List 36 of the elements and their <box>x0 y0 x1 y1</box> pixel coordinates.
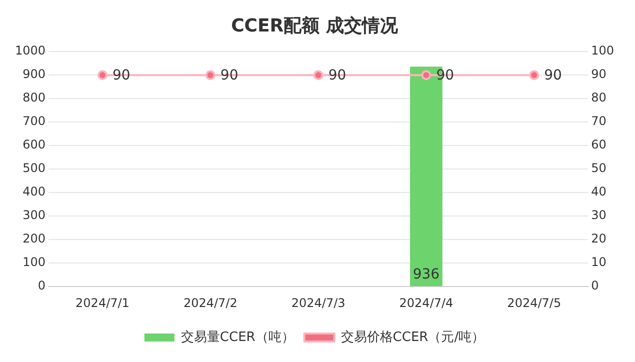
y2-tick-label: 60 <box>591 138 606 152</box>
y-tick-label: 300 <box>22 208 46 222</box>
chart-title: CCER配额 成交情况 <box>231 15 399 36</box>
legend-label: 交易量CCER（吨） <box>180 328 294 345</box>
y-tick-label: 0 <box>38 278 46 293</box>
data-label: 90 <box>436 68 454 84</box>
data-label: 90 <box>544 68 562 84</box>
y-tick-label: 400 <box>22 184 46 199</box>
y-tick-label: 800 <box>22 90 46 105</box>
y-tick-label: 900 <box>22 67 46 82</box>
y2-tick-label: 10 <box>591 255 606 270</box>
y-tick-label: 1000 <box>14 44 46 58</box>
data-label: 90 <box>220 68 238 84</box>
y2-tick-label: 70 <box>591 114 606 128</box>
x-tick-label: 2024/7/2 <box>183 296 238 310</box>
y2-tick-label: 80 <box>591 90 606 105</box>
x-tick-label: 2024/7/1 <box>76 296 130 310</box>
y2-tick-label: 30 <box>591 208 606 222</box>
x-tick-label: 2024/7/5 <box>507 296 562 310</box>
y-tick-label: 600 <box>22 138 46 152</box>
y2-tick-label: 90 <box>591 67 606 82</box>
x-tick-label: 2024/7/3 <box>291 296 346 310</box>
y2-tick-label: 50 <box>591 161 606 176</box>
y2-tick-label: 40 <box>591 184 606 199</box>
x-tick-label: 2024/7/4 <box>399 296 454 310</box>
y2-tick-label: 0 <box>591 278 599 293</box>
y2-tick-label: 20 <box>591 232 606 246</box>
y2-tick-label: 100 <box>591 44 614 58</box>
data-label: 90 <box>112 68 130 84</box>
data-label: 936 <box>412 266 440 283</box>
data-label: 90 <box>328 68 346 84</box>
legend-label: 交易价格CCER（元/吨） <box>340 328 485 345</box>
y-tick-label: 700 <box>22 114 46 128</box>
y-tick-label: 500 <box>22 161 46 176</box>
y-tick-label: 200 <box>22 232 46 246</box>
y-tick-label: 100 <box>22 255 46 270</box>
